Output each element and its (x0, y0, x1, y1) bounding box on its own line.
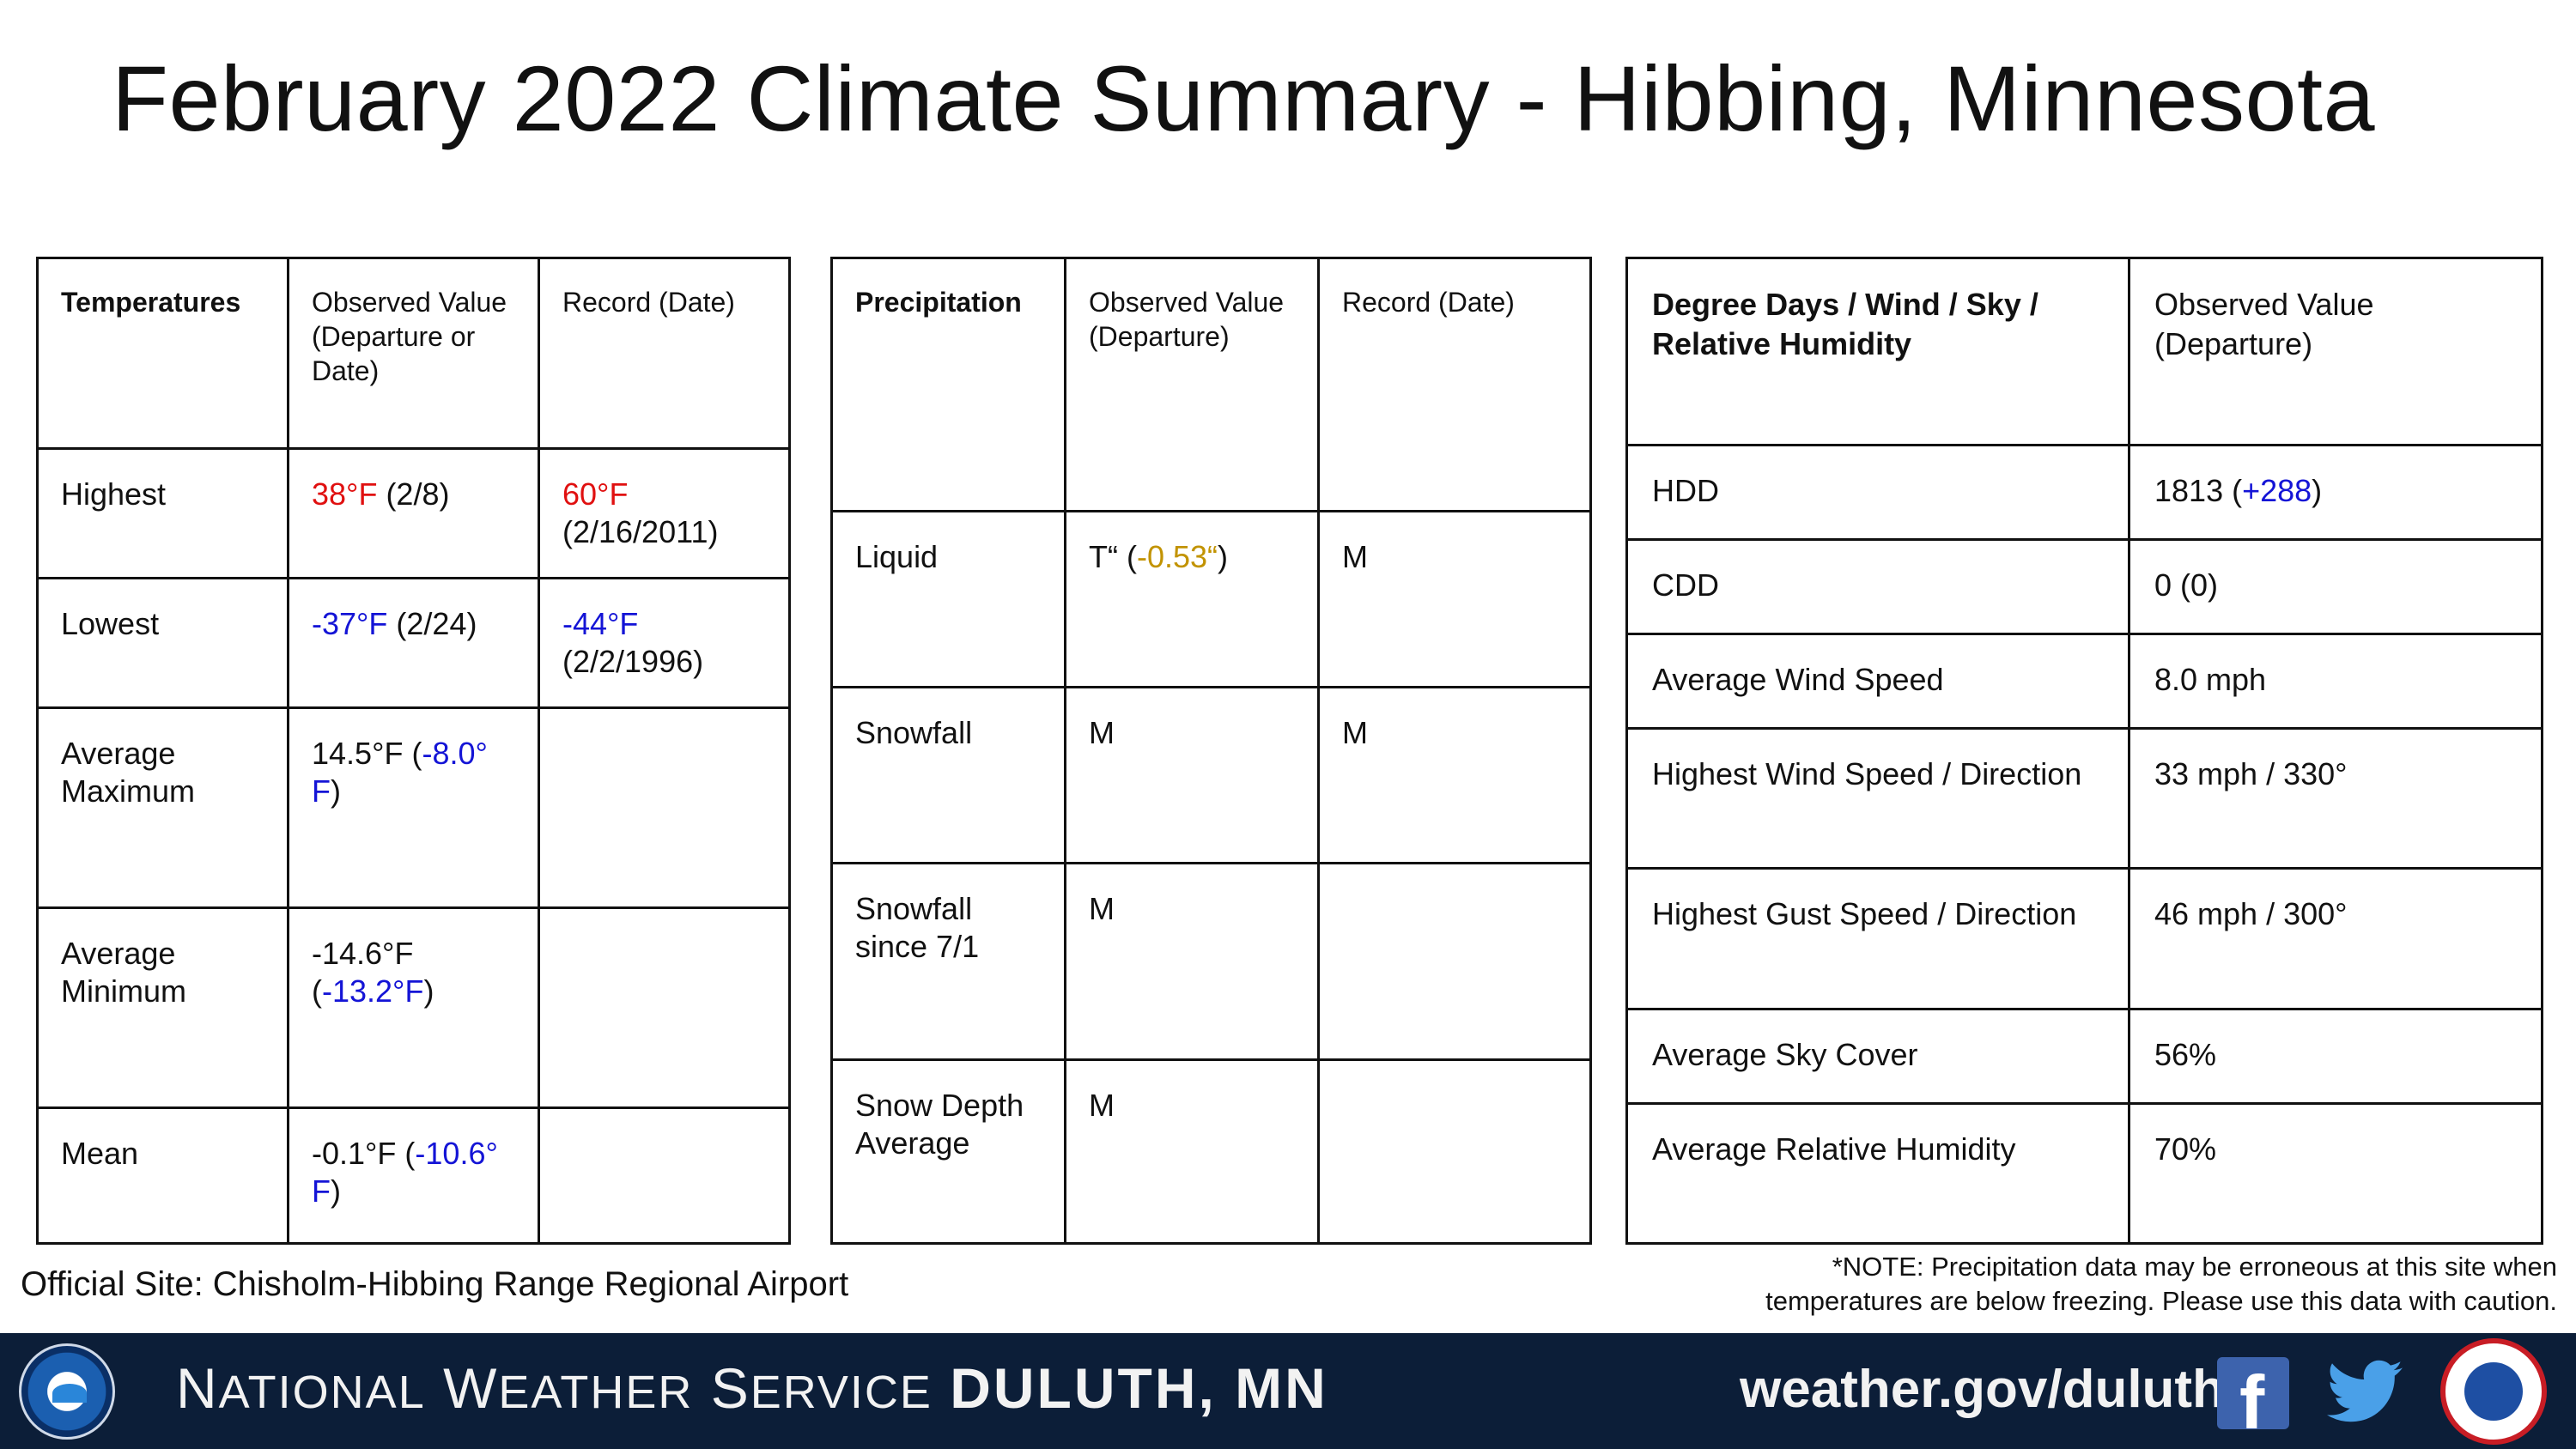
observed-value: 56% (2128, 1008, 2543, 1105)
observed-value: 14.5°F (-8.0° F) (287, 706, 540, 909)
twitter-icon[interactable] (2322, 1352, 2408, 1434)
table-row: HDD 1813 (+288) (1625, 444, 2543, 541)
observed-value: 0 (0) (2128, 538, 2543, 635)
table-row: Snow Depth Average M (830, 1058, 1592, 1245)
precipitation-table: Precipitation Observed Value (Departure)… (830, 257, 1592, 1245)
footer-banner: NATIONAL WEATHER SERVICE DULUTH, MN weat… (0, 1333, 2576, 1449)
table-row: Snowfall M M (830, 686, 1592, 864)
observed-value: 46 mph / 300° (2128, 867, 2543, 1010)
record-value (1317, 862, 1592, 1061)
header-cell: Degree Days / Wind / Sky / Relative Humi… (1625, 257, 2130, 446)
header-cell: Record (Date) (1317, 257, 1592, 512)
observed-value: M (1064, 862, 1320, 1061)
table-row: Average Wind Speed 8.0 mph (1625, 633, 2543, 730)
observed-value: 33 mph / 330° (2128, 727, 2543, 870)
nws-wordmark: NATIONAL WEATHER SERVICE DULUTH, MN (176, 1356, 1328, 1420)
record-value (1317, 1058, 1592, 1245)
row-label: Lowest (36, 577, 289, 709)
table-row: Highest Wind Speed / Direction 33 mph / … (1625, 727, 2543, 870)
row-label: Average Relative Humidity (1625, 1102, 2130, 1245)
row-label: Snowfall since 7/1 (830, 862, 1066, 1061)
observed-value: M (1064, 686, 1320, 864)
observed-value: 8.0 mph (2128, 633, 2543, 730)
row-label: Highest Gust Speed / Direction (1625, 867, 2130, 1010)
header-cell: Observed Value (Departure) (2128, 257, 2543, 446)
observed-value: T“ (-0.53“) (1064, 510, 1320, 688)
row-label: Highest (36, 447, 289, 579)
table-row: Mean -0.1°F (-10.6° F) (36, 1106, 791, 1245)
header-cell: Observed Value (Departure) (1064, 257, 1320, 512)
table-header-row: Temperatures Observed Value (Departure o… (36, 257, 791, 450)
table-row: Lowest -37°F (2/24) -44°F (2/2/1996) (36, 577, 791, 709)
table-header-row: Precipitation Observed Value (Departure)… (830, 257, 1592, 512)
row-label: Highest Wind Speed / Direction (1625, 727, 2130, 870)
table-row: Average Maximum 14.5°F (-8.0° F) (36, 706, 791, 909)
header-cell: Precipitation (830, 257, 1066, 512)
observed-value: 1813 (+288) (2128, 444, 2543, 541)
facebook-icon[interactable]: f (2217, 1357, 2289, 1445)
table-row: Average Relative Humidity 70% (1625, 1102, 2543, 1245)
observed-value: M (1064, 1058, 1320, 1245)
temperatures-table: Temperatures Observed Value (Departure o… (36, 257, 791, 1245)
record-value: 60°F (2/16/2011) (538, 447, 791, 579)
observed-value: -37°F (2/24) (287, 577, 540, 709)
observed-value: -14.6°F (-13.2°F) (287, 906, 540, 1109)
row-label: Average Minimum (36, 906, 289, 1109)
precipitation-note: *NOTE: Precipitation data may be erroneo… (1765, 1252, 2557, 1316)
table-row: Highest 38°F (2/8) 60°F (2/16/2011) (36, 447, 791, 579)
row-label: Snowfall (830, 686, 1066, 864)
header-cell: Record (Date) (538, 257, 791, 450)
record-value: -44°F (2/2/1996) (538, 577, 791, 709)
table-row: Snowfall since 7/1 M (830, 862, 1592, 1061)
table-row: CDD 0 (0) (1625, 538, 2543, 635)
record-value (538, 706, 791, 909)
row-label: Average Wind Speed (1625, 633, 2130, 730)
record-value (538, 906, 791, 1109)
office-name: DULUTH, MN (950, 1356, 1328, 1420)
record-value (538, 1106, 791, 1245)
row-label: CDD (1625, 538, 2130, 635)
observed-value: -0.1°F (-10.6° F) (287, 1106, 540, 1245)
table-header-row: Degree Days / Wind / Sky / Relative Humi… (1625, 257, 2543, 446)
row-label: Mean (36, 1106, 289, 1245)
observed-value: 70% (2128, 1102, 2543, 1245)
official-site-caption: Official Site: Chisholm-Hibbing Range Re… (21, 1265, 849, 1303)
nws-seal-icon[interactable] (2440, 1338, 2547, 1445)
row-label: HDD (1625, 444, 2130, 541)
row-label: Liquid (830, 510, 1066, 688)
observed-value: 38°F (2/8) (287, 447, 540, 579)
row-label: Average Maximum (36, 706, 289, 909)
degree-days-wind-sky-table: Degree Days / Wind / Sky / Relative Humi… (1625, 257, 2543, 1245)
page-title: February 2022 Climate Summary - Hibbing,… (112, 46, 2376, 150)
noaa-logo-icon[interactable] (19, 1343, 115, 1440)
row-label: Snow Depth Average (830, 1058, 1066, 1245)
table-row: Liquid T“ (-0.53“) M (830, 510, 1592, 688)
table-row: Average Sky Cover 56% (1625, 1008, 2543, 1105)
header-cell: Temperatures (36, 257, 289, 450)
table-row: Highest Gust Speed / Direction 46 mph / … (1625, 867, 2543, 1010)
noaa-bird-icon (52, 1384, 87, 1403)
record-value: M (1317, 686, 1592, 864)
website-link[interactable]: weather.gov/duluth (1740, 1360, 2225, 1419)
header-cell: Observed Value (Departure or Date) (287, 257, 540, 450)
record-value: M (1317, 510, 1592, 688)
row-label: Average Sky Cover (1625, 1008, 2130, 1105)
table-row: Average Minimum -14.6°F (-13.2°F) (36, 906, 791, 1109)
